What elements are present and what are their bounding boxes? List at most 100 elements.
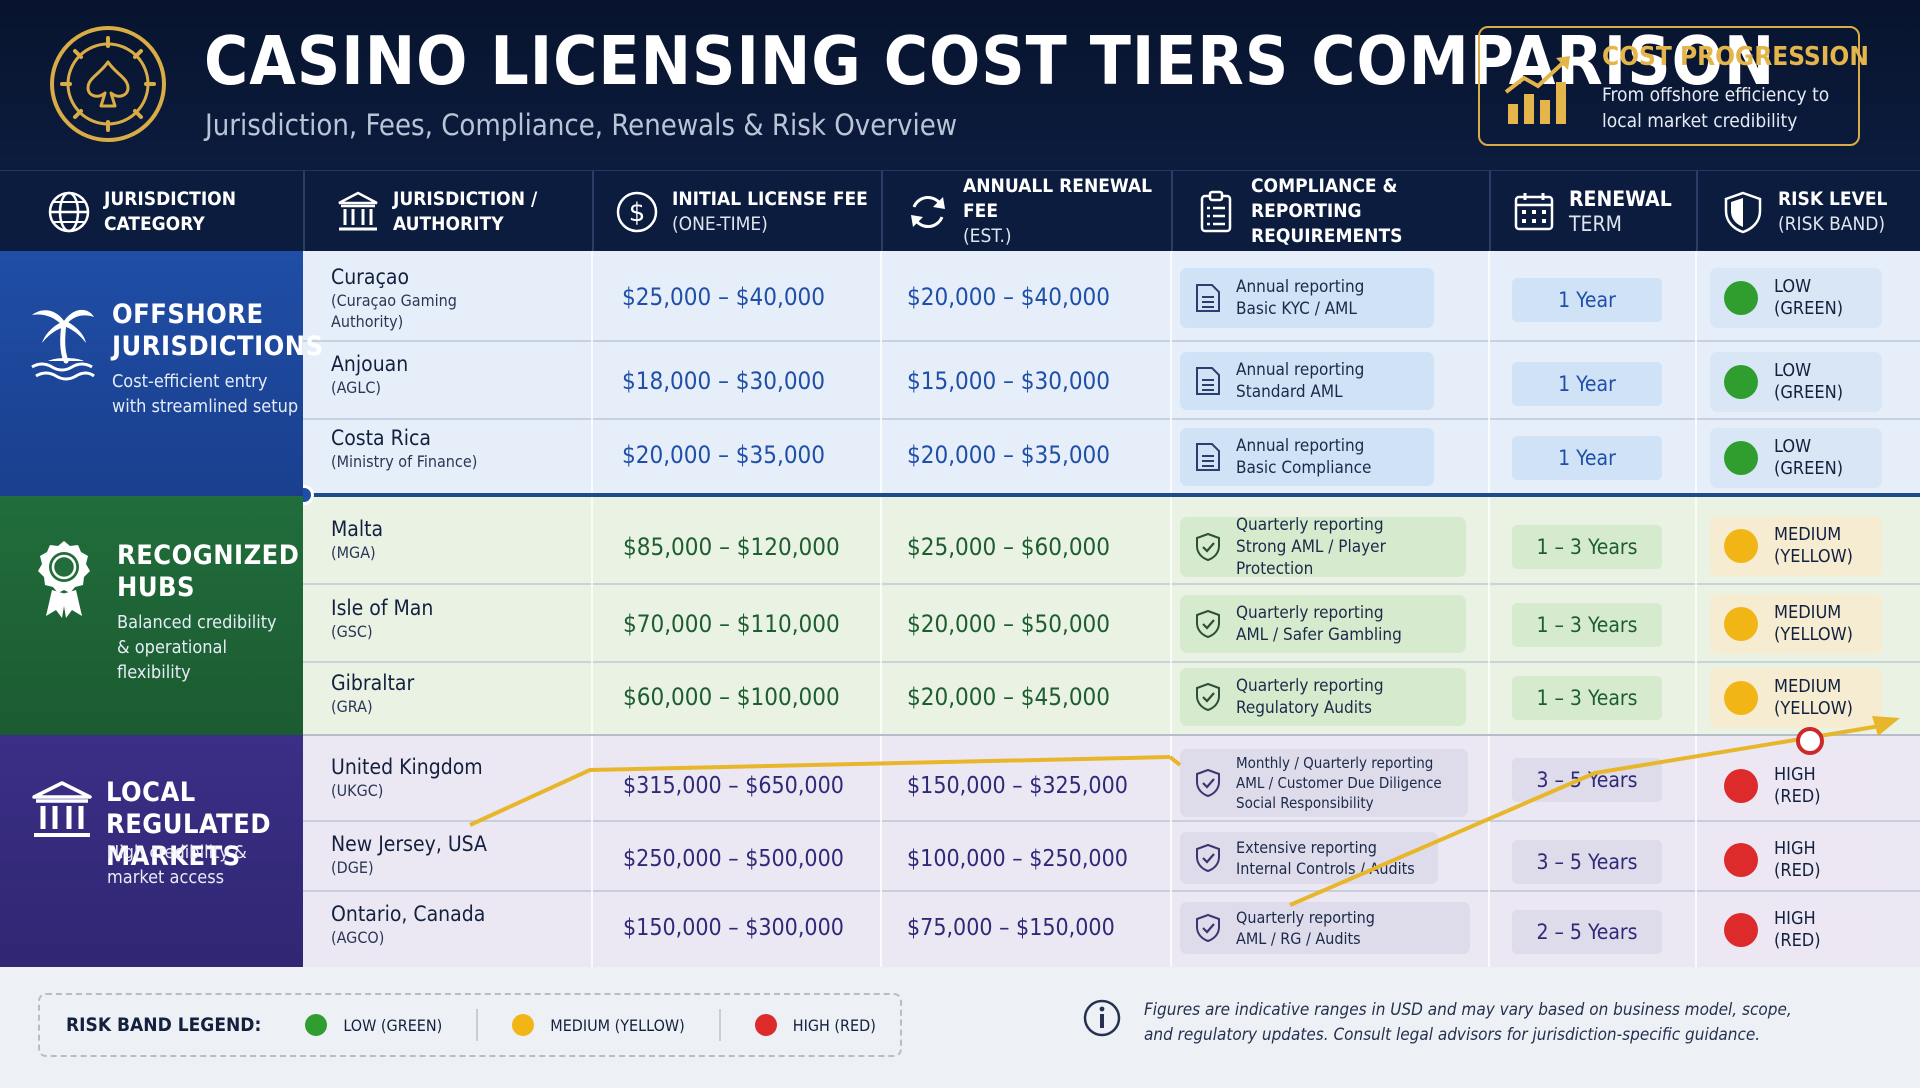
jurisdiction-name: Isle of Man — [331, 596, 434, 620]
risk-level: LOW — [1774, 276, 1812, 297]
document-icon — [1196, 284, 1220, 312]
growth-chart-icon — [1504, 56, 1570, 124]
renewal-fee: $20,000 – $40,000 — [907, 283, 1111, 311]
compliance-line: Annual reporting — [1236, 277, 1365, 297]
jurisdiction-name: Ontario, Canada — [331, 902, 486, 926]
award-ribbon-icon — [38, 541, 90, 618]
risk-band: (GREEN) — [1774, 458, 1844, 479]
column-header-initial-fee: $ INITIAL LICENSE FEE (ONE-TIME) — [594, 171, 883, 252]
column-divider — [591, 251, 593, 967]
initial-fee: $85,000 – $120,000 — [623, 533, 840, 561]
column-header-label: CATEGORY — [104, 212, 205, 235]
renewal-fee: $100,000 – $250,000 — [907, 846, 1128, 872]
compliance-line: Basic KYC / AML — [1236, 299, 1357, 319]
column-header-label: INITIAL LICENSE FEE — [672, 187, 868, 210]
column-header-risk-level: RISK LEVEL (RISK BAND) — [1698, 171, 1920, 252]
footnote: Figures are indicative ranges in USD and… — [1144, 1000, 1792, 1045]
renewal-term: 1 Year — [1512, 362, 1662, 406]
risk-level: MEDIUM — [1774, 676, 1842, 697]
authority-name: (GRA) — [331, 697, 373, 716]
jurisdiction-name: Curaçao — [331, 265, 410, 289]
compliance-cell: Quarterly reporting AML / Safer Gambling — [1180, 595, 1466, 653]
risk-dot — [1724, 441, 1758, 475]
risk-dot — [1724, 843, 1758, 877]
initial-fee: $60,000 – $100,000 — [623, 683, 840, 711]
row-divider — [303, 340, 1920, 342]
column-header-label: AUTHORITY — [393, 212, 504, 235]
renewal-term: 1 – 3 Years — [1512, 603, 1662, 647]
column-header-label: (ONE-TIME) — [672, 212, 768, 235]
authority-name: (Curaçao Gaming — [331, 291, 457, 310]
column-divider — [1170, 251, 1172, 967]
authority-cell: New Jersey, USA (DGE) — [331, 832, 581, 878]
authority-name: Authority) — [331, 312, 404, 331]
risk-badge: HIGH (RED) — [1710, 756, 1882, 816]
authority-name: (DGE) — [331, 858, 374, 877]
risk-level: HIGH — [1774, 838, 1816, 859]
dollar-icon: $ — [616, 191, 658, 232]
compliance-cell: Annual reporting Basic Compliance — [1180, 428, 1434, 486]
authority-cell: United Kingdom (UKGC) — [331, 755, 581, 801]
risk-badge: HIGH (RED) — [1710, 902, 1882, 958]
risk-dot — [1724, 281, 1758, 315]
renewal-term: 3 – 5 Years — [1512, 840, 1662, 884]
legend-divider — [476, 1009, 479, 1041]
authority-name: (AGLC) — [331, 378, 382, 397]
risk-dot — [1724, 529, 1758, 563]
authority-name: (UKGC) — [331, 781, 384, 800]
renewal-term: 2 – 5 Years — [1512, 910, 1662, 954]
risk-dot — [1724, 913, 1758, 947]
authority-cell: Malta (MGA) — [331, 517, 581, 563]
cost-progression-box: COST PROGRESSION From offshore efficienc… — [1478, 26, 1869, 146]
initial-fee: $315,000 – $650,000 — [623, 773, 844, 799]
jurisdiction-name: Gibraltar — [331, 671, 415, 695]
column-divider — [1488, 251, 1490, 967]
tier-offshore-description: Cost-efficient entry with streamlined set… — [112, 371, 299, 417]
row-divider — [303, 661, 1920, 663]
compliance-line: Standard AML — [1236, 382, 1343, 402]
risk-level: MEDIUM — [1774, 602, 1842, 623]
column-divider — [880, 251, 882, 967]
document-icon — [1196, 367, 1220, 395]
risk-badge: MEDIUM (YELLOW) — [1710, 594, 1882, 654]
row-divider — [303, 418, 1920, 420]
renewal-term: 1 Year — [1512, 436, 1662, 480]
risk-badge: HIGH (RED) — [1710, 832, 1882, 888]
risk-badge: LOW (GREEN) — [1710, 268, 1882, 328]
column-header-label: TERM — [1569, 211, 1622, 236]
info-icon — [1083, 999, 1121, 1037]
risk-band: (YELLOW) — [1774, 624, 1853, 645]
renewal-term: 1 Year — [1512, 278, 1662, 322]
renewal-fee: $150,000 – $325,000 — [907, 773, 1128, 799]
document-icon — [1196, 443, 1220, 471]
column-header-renewal-fee: ANNUALL RENEWAL FEE (EST.) — [883, 171, 1173, 252]
courthouse-icon — [32, 781, 92, 837]
authority-name: (MGA) — [331, 543, 376, 562]
authority-cell: Isle of Man (GSC) — [331, 596, 581, 642]
shield-check-icon — [1196, 768, 1220, 798]
legend-item-medium: MEDIUM (YELLOW) — [512, 1014, 685, 1036]
risk-band: (YELLOW) — [1774, 698, 1853, 719]
renewal-fee: $75,000 – $150,000 — [907, 915, 1115, 941]
casino-chip-icon — [50, 26, 166, 142]
shield-icon — [1724, 191, 1762, 233]
tier-local-regulated: LOCAL REGULATED MARKETS High credibility … — [0, 735, 303, 967]
authority-cell: Ontario, Canada (AGCO) — [331, 902, 581, 948]
risk-band: (RED) — [1774, 860, 1821, 881]
tier-local-name: LOCAL REGULATED MARKETS — [106, 777, 271, 872]
authority-name: (AGCO) — [331, 928, 385, 947]
column-header-label: JURISDICTION / — [393, 187, 538, 210]
renewal-term: 1 – 3 Years — [1512, 525, 1662, 569]
risk-level: HIGH — [1774, 908, 1816, 929]
compliance-line: Quarterly reporting — [1236, 515, 1384, 535]
risk-badge: LOW (GREEN) — [1710, 428, 1882, 488]
risk-band: (YELLOW) — [1774, 546, 1853, 567]
compliance-line: Annual reporting — [1236, 436, 1365, 456]
jurisdiction-name: United Kingdom — [331, 755, 483, 779]
compliance-line: Strong AML / Player Protection — [1236, 537, 1386, 579]
compliance-line: AML / Customer Due Diligence — [1236, 774, 1442, 792]
jurisdiction-name: Costa Rica — [331, 426, 431, 450]
jurisdiction-name: New Jersey, USA — [331, 832, 487, 856]
legend-dot — [512, 1014, 535, 1036]
legend-title: RISK BAND LEGEND: — [66, 1014, 262, 1036]
